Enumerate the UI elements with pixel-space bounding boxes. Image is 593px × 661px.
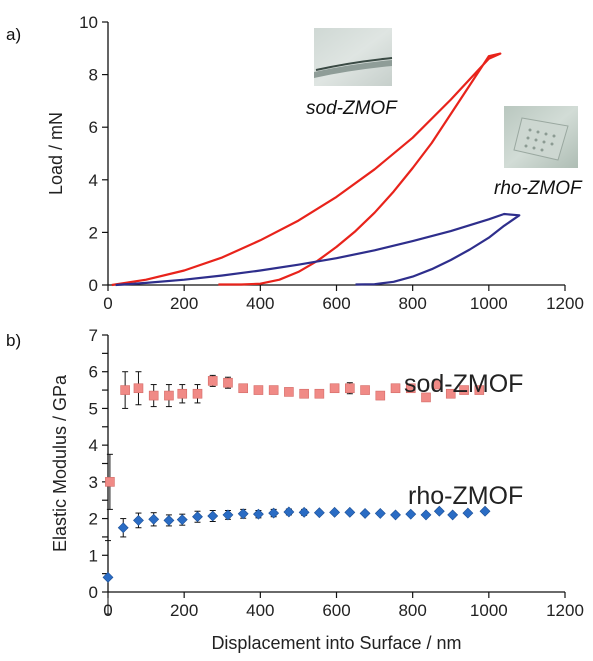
rho-zmof-point [163, 514, 175, 526]
sod-zmof-point [445, 388, 456, 399]
sod-zmof-point [238, 383, 248, 394]
panel-a-series [111, 52, 521, 287]
panel-a-x-tick-label: 0 [103, 294, 112, 313]
panel-b-x-tick-label: 600 [322, 601, 350, 620]
rho-zmof-point [117, 522, 129, 534]
panel-b-series [102, 371, 491, 615]
panel-b-y-tick-label: 3 [89, 473, 98, 492]
sod-zmof-point [148, 390, 159, 401]
rho-zmof-point [313, 507, 325, 519]
panel-a-y-tick-label: 2 [89, 223, 98, 242]
sod-zmof-point [192, 388, 203, 399]
panel-b-x-tick-label: 1000 [470, 601, 508, 620]
panel-a-y-tick-label: 4 [89, 171, 98, 190]
panel-b-label: b) [6, 331, 21, 350]
panel-b-y-tick-label: 4 [89, 436, 98, 455]
sod-zmof-point [375, 390, 386, 401]
rho-zmof-point [447, 509, 459, 521]
panel-b-x-axis-title: Displacement into Surface / nm [211, 633, 461, 653]
rho-zmof-point [192, 511, 203, 523]
rho-zmof-point [133, 514, 144, 526]
sod-zmof-point [329, 383, 340, 394]
panel-b-x-tick-label: 200 [170, 601, 198, 620]
rho-zmof-point [283, 506, 295, 518]
panel-a-y-tick-label: 0 [89, 276, 98, 295]
rho-zmof-point [222, 509, 234, 521]
rho-zmof-load-curve [115, 212, 521, 287]
rho-zmof-point [374, 508, 386, 519]
rho-zmof-point [390, 509, 401, 521]
sod-zmof-point [474, 385, 485, 395]
sod-zmof-point [360, 385, 370, 395]
rho-zmof-point [207, 510, 219, 522]
sod-zmof-point [284, 387, 294, 397]
panel-a-y-tick-label: 10 [79, 13, 98, 32]
panel-b-x-tick-label: 800 [398, 601, 426, 620]
panel-b-y-tick-label: 0 [89, 583, 98, 602]
sod-zmof-point [421, 392, 431, 403]
sod-zmof-point [120, 385, 130, 395]
panel-a-x-tick-label: 600 [322, 294, 350, 313]
rho-zmof-point [176, 514, 188, 526]
rho-zmof-point [148, 513, 160, 525]
sod-zmof-point [164, 390, 174, 401]
sod-zmof-point [405, 383, 416, 394]
panel-a-x-tick-label: 400 [246, 294, 274, 313]
sod-zmof-point [105, 477, 115, 487]
panel-a-y-axis-title: Load / mN [46, 112, 66, 195]
rho-zmof-point [479, 505, 491, 517]
panel-a-x-tick-label: 200 [170, 294, 198, 313]
sod-zmof-series-label: sod-ZMOF [404, 370, 523, 398]
rho-zmof-point [344, 506, 356, 518]
rho-zmof-point [253, 508, 264, 520]
sod-zmof-load-curve [111, 52, 502, 287]
rho-zmof-point [433, 505, 445, 517]
panel-b-y-tick-label: 6 [89, 363, 98, 382]
sod-zmof-point [432, 379, 443, 390]
panel-b-x-tick-label: 1200 [546, 601, 584, 620]
panel-a-axes: 0 200 400 600 800 1000 1200 0 2 4 6 8 10 Load / mN [46, 13, 584, 313]
sod-zmof-point [207, 376, 218, 386]
rho-zmof-point [405, 508, 417, 520]
panel-a-x-tick-label: 1200 [546, 294, 584, 313]
panel-a-y-tick-label: 8 [89, 66, 98, 85]
sod-zmof-point [299, 388, 309, 399]
sod-zmof-point [177, 388, 188, 399]
rho-zmof-point [237, 508, 249, 520]
rho-zmof-series-label: rho-ZMOF [408, 482, 523, 510]
rho-zmof-point [359, 508, 371, 519]
sod-zmof-point [133, 383, 144, 394]
rho-zmof-point [268, 507, 280, 519]
rho-zmof-point [102, 571, 114, 583]
sod-zmof-point [223, 377, 233, 388]
panel-a-x-tick-label: 800 [398, 294, 426, 313]
rho-zmof-point [329, 506, 341, 518]
sod-zmof-point [253, 385, 264, 395]
rho-zmof-point [462, 507, 474, 519]
rho-zmof-point [298, 506, 310, 518]
sod-zmof-point [459, 385, 469, 395]
sod-zmof-point [390, 383, 401, 394]
sod-zmof-point [268, 385, 279, 395]
sod-zmof-point [345, 383, 355, 394]
panel-b-y-tick-label: 1 [89, 546, 98, 565]
panel-a-x-tick-label: 1000 [470, 294, 508, 313]
panel-b-y-axis-title: Elastic Modulus / GPa [50, 374, 70, 552]
rho-zmof-indent-image [504, 106, 578, 168]
sod-zmof-point [314, 388, 325, 399]
rho-zmof-annotation: rho-ZMOF [494, 178, 583, 199]
panel-b-x-tick-label: 400 [246, 601, 274, 620]
sod-zmof-indent-image [314, 28, 393, 86]
panel-a-y-tick-label: 6 [89, 118, 98, 137]
rho-zmof-point [420, 509, 432, 521]
load-displacement-chart: 0 200 400 600 800 1000 1200 0 2 4 6 8 10 Load / mN [46, 13, 584, 313]
panel-b-y-tick-label: 5 [89, 399, 98, 418]
panel-b-y-tick-label: 2 [89, 510, 98, 529]
panel-b-y-tick-label: 7 [89, 326, 98, 345]
panel-a-label: a) [6, 25, 21, 44]
sod-zmof-annotation: sod-ZMOF [306, 98, 398, 119]
